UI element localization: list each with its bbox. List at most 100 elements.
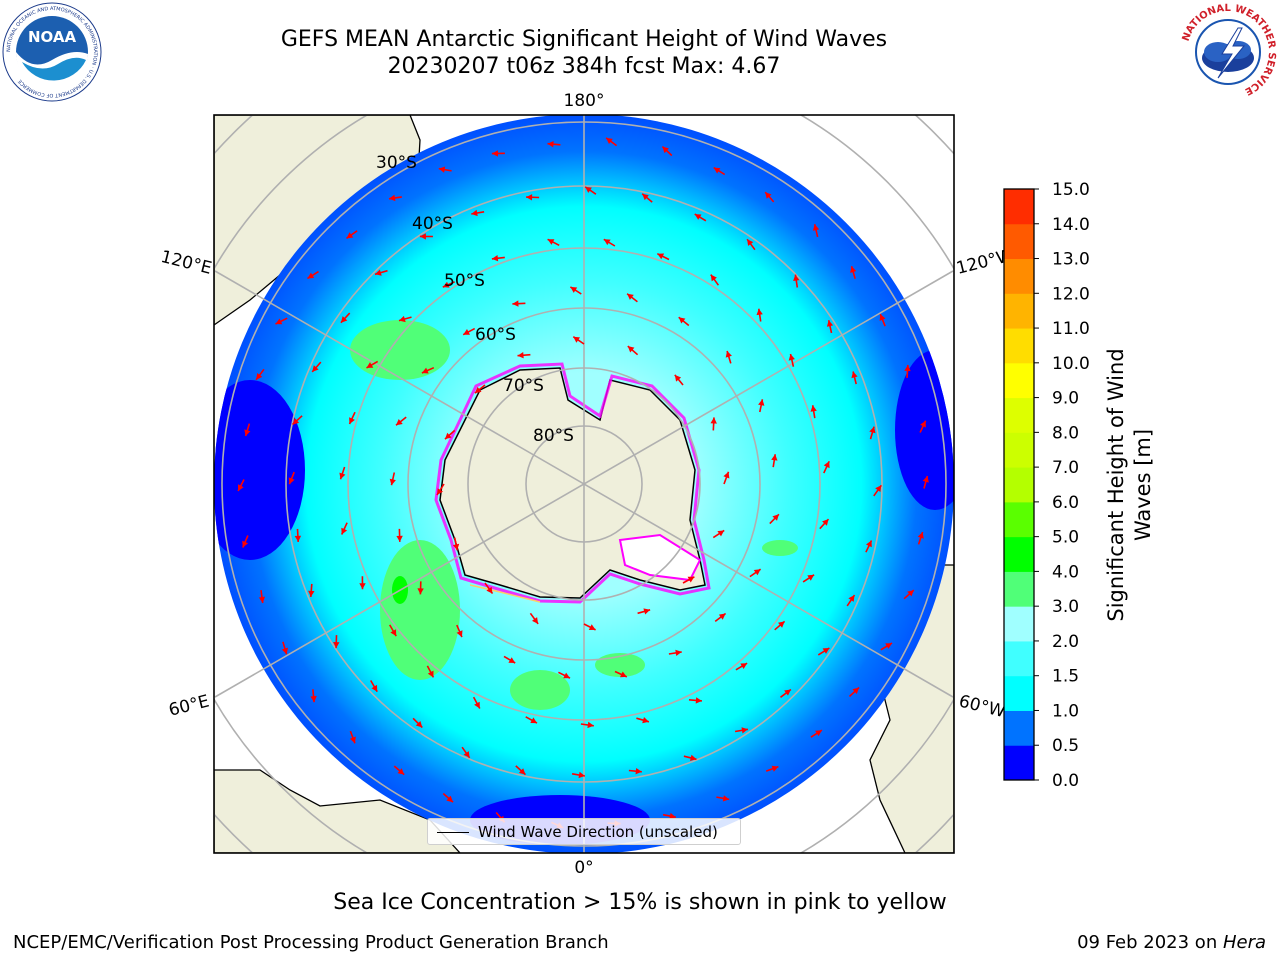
wave-arrow-head <box>756 308 763 316</box>
wave-arrow-head <box>627 346 635 353</box>
colorbar-segment <box>1004 293 1034 329</box>
wave-arrow-head <box>822 648 830 654</box>
wave-arrow-head <box>771 765 779 772</box>
colorbar-segment <box>1004 745 1034 781</box>
colorbar-segment <box>1004 501 1034 538</box>
colorbar-tick-label: 3.0 <box>1052 597 1079 617</box>
wave-arrow-head <box>310 695 317 703</box>
wave-arrow-head <box>669 812 676 820</box>
colorbar-tick-label: 11.0 <box>1052 319 1090 339</box>
colorbar-tick-label: 4.0 <box>1052 562 1079 582</box>
wave-arrow-head <box>463 329 470 335</box>
wave-arrow-head <box>907 590 914 597</box>
wave-arrow-head <box>687 576 695 583</box>
wave-arrow-head <box>508 657 516 663</box>
wave-arrow-head <box>570 286 578 293</box>
wave-arrow-head <box>474 701 480 709</box>
wave-arrow-head <box>341 527 348 535</box>
wave-arrow-head <box>879 314 886 321</box>
colorbar: 0.0 0.5 1.0 1.5 2.0 3.0 4.0 5.0 6.0 7.0 8.0 9.0 10.0… <box>1003 180 1090 791</box>
wave-arrow-head <box>346 232 354 239</box>
wave-arrow-head <box>486 586 493 594</box>
wave-arrow-head <box>848 595 855 602</box>
wave-arrow-head <box>389 194 396 202</box>
colorbar-tick-label: 12.0 <box>1052 284 1090 304</box>
wave-arrow-head <box>851 371 858 379</box>
colorbar-segment <box>1004 571 1034 607</box>
wave-arrow-head <box>419 233 426 240</box>
footer-host: Hera <box>1222 932 1266 953</box>
colorbar-segment <box>1004 223 1034 260</box>
wave-arrow-head <box>778 621 785 628</box>
noaa-logo-text: NOAA <box>28 28 77 46</box>
wave-arrow-head <box>662 146 669 154</box>
wave-arrow-head <box>442 281 450 288</box>
wave-arrow-head <box>530 717 537 724</box>
footer-credit: NCEP/EMC/Verification Post Processing Pr… <box>13 932 609 953</box>
wave-arrow-head <box>292 418 300 425</box>
wave-arrow-head <box>399 315 406 323</box>
sea-ice-edge <box>434 362 711 604</box>
colorbar-tick-label: 5.0 <box>1052 528 1079 548</box>
colorbar-segment <box>1004 536 1034 572</box>
lat-label-80s: 80°S <box>533 426 574 446</box>
wave-arrow-head <box>922 476 929 483</box>
colorbar-segment <box>1004 467 1034 503</box>
wave-arrow-head <box>445 432 452 440</box>
wave-arrow-head <box>904 364 911 372</box>
wave-arrow-head <box>547 239 555 245</box>
wave-arrow-head <box>573 336 580 343</box>
wave-arrow-head <box>723 471 730 479</box>
wave-arrow-head <box>371 684 378 692</box>
wave-arrow-head <box>718 613 726 620</box>
wave-arrow-head <box>491 150 498 157</box>
wave-arrow-head <box>690 754 697 761</box>
wave-arrow-head <box>822 519 829 526</box>
wave-arrow-head <box>758 399 765 406</box>
wave-arrow-head <box>421 367 429 374</box>
colorbar-segment <box>1004 189 1034 225</box>
wave-arrow-head <box>635 768 642 775</box>
wave-arrow-head <box>823 461 830 469</box>
colorbar-tick-label: 15.0 <box>1052 180 1090 200</box>
colorbar-tick-label: 0.0 <box>1052 771 1079 791</box>
wave-arrow-head <box>585 186 592 193</box>
wave-arrow-head <box>256 373 263 380</box>
wave-arrow-head <box>807 574 815 581</box>
wind-wave-arrows <box>237 137 929 829</box>
wave-arrow-head <box>657 253 665 260</box>
wave-arrow-head <box>587 721 594 729</box>
wave-arrow-head <box>642 717 649 724</box>
wave-arrow-head <box>675 649 682 656</box>
wave-arrow-head <box>725 351 732 358</box>
colorbar-frame <box>1003 188 1035 781</box>
wave-arrow-head <box>917 532 924 539</box>
wave-arrow-head <box>852 687 860 694</box>
colorbar-tick-label: 6.0 <box>1052 493 1079 513</box>
colorbar-segment <box>1004 606 1034 642</box>
wave-arrow-head <box>875 485 882 492</box>
wave-arrow-head <box>446 795 453 803</box>
colorbar-tick-label: 1.0 <box>1052 701 1079 721</box>
colorbar-segment <box>1004 362 1034 399</box>
wave-arrow-head <box>238 484 244 491</box>
wave-arrow-head <box>578 771 585 779</box>
wave-arrow-head <box>812 224 820 231</box>
map-frame <box>213 114 955 854</box>
wave-arrow-head <box>588 624 596 630</box>
wave-arrow-head <box>307 272 315 279</box>
lat-label-30s: 30°S <box>376 153 417 173</box>
wave-arrow-head <box>452 543 460 551</box>
wave-arrow-head <box>627 293 634 300</box>
wave-arrow-head <box>463 751 470 758</box>
wave-arrow-head <box>366 362 374 368</box>
colorbar-tick-label: 0.5 <box>1052 736 1079 756</box>
wave-arrow-head <box>244 429 251 436</box>
wave-arrow-head <box>526 194 533 201</box>
colorbar-segment <box>1004 640 1034 677</box>
wave-arrow-head <box>606 137 613 144</box>
lon-label-180: 180° <box>564 91 605 111</box>
footer-date-text: 09 Feb 2023 on <box>1077 932 1223 953</box>
wave-arrow-head <box>415 721 423 728</box>
